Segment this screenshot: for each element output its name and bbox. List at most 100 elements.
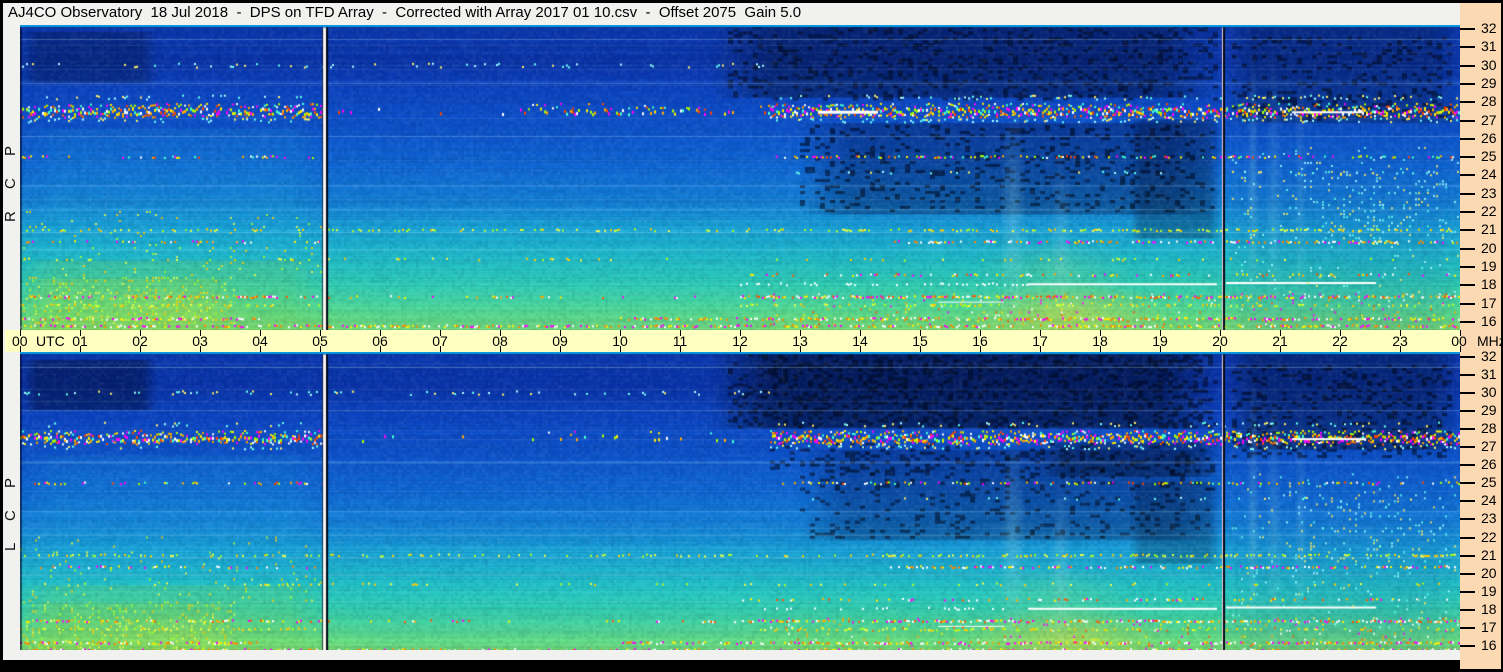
hour-label-03: 03: [192, 333, 208, 349]
hour-tick-18: [1100, 346, 1101, 352]
hour-tick-20: [1220, 346, 1221, 352]
freq-label-31: 31: [1481, 38, 1497, 55]
hour-tick-14: [860, 330, 861, 336]
hour-tick-21: [1280, 346, 1281, 352]
hour-tick-0: [20, 330, 21, 336]
page-title: AJ4CO Observatory 18 Jul 2018 - DPS on T…: [8, 4, 802, 21]
hour-tick-19: [1160, 330, 1161, 336]
hour-tick-13: [800, 346, 801, 352]
hour-label-12: 12: [732, 333, 748, 349]
hour-tick-4: [260, 346, 261, 352]
freq-tick-21: [1460, 554, 1475, 557]
freq-label-25: 25: [1481, 474, 1497, 491]
freq-label-16: 16: [1481, 636, 1497, 653]
freq-label-32: 32: [1481, 348, 1497, 364]
hour-label-15: 15: [912, 333, 928, 349]
freq-tick-20: [1460, 247, 1475, 250]
hour-tick-10: [620, 346, 621, 352]
freq-label-23: 23: [1481, 510, 1497, 527]
time-axis-end-label: 00: [1451, 333, 1467, 349]
hour-tick-5: [320, 346, 321, 352]
freq-label-24: 24: [1481, 492, 1497, 509]
freq-tick-31: [1460, 46, 1475, 49]
freq-label-21: 21: [1481, 221, 1497, 238]
hour-label-23: 23: [1392, 333, 1408, 349]
freq-label-16: 16: [1481, 312, 1497, 329]
freq-label-28: 28: [1481, 420, 1497, 437]
freq-label-20: 20: [1481, 239, 1497, 256]
freq-tick-30: [1460, 64, 1475, 67]
rcp-panel-label-box: R C P: [1, 100, 19, 260]
freq-label-25: 25: [1481, 148, 1497, 165]
hour-tick-3: [200, 346, 201, 352]
hour-tick-2: [140, 346, 141, 352]
hour-tick-24: [1460, 330, 1461, 336]
hour-label-08: 08: [492, 333, 508, 349]
freq-tick-27: [1460, 119, 1475, 122]
hour-tick-23: [1400, 346, 1401, 352]
hour-label-07: 07: [432, 333, 448, 349]
hour-tick-22: [1340, 346, 1341, 352]
freq-tick-17: [1460, 302, 1475, 305]
hour-label-06: 06: [372, 333, 388, 349]
hour-tick-21: [1280, 330, 1281, 336]
hour-tick-7: [440, 330, 441, 336]
freq-tick-26: [1460, 137, 1475, 140]
freq-label-23: 23: [1481, 184, 1497, 201]
lcp-panel-label: L C P: [1, 469, 19, 551]
frequency-unit-label: MHz: [1477, 333, 1503, 349]
hour-tick-12: [740, 330, 741, 336]
freq-tick-17: [1460, 626, 1475, 629]
hour-tick-12: [740, 346, 741, 352]
hour-label-22: 22: [1332, 333, 1348, 349]
freq-label-30: 30: [1481, 384, 1497, 401]
hour-tick-8: [500, 346, 501, 352]
hour-tick-2: [140, 330, 141, 336]
hour-tick-1: [80, 330, 81, 336]
hour-label-13: 13: [792, 333, 808, 349]
freq-label-27: 27: [1481, 438, 1497, 455]
hour-tick-22: [1340, 330, 1341, 336]
hour-label-05: 05: [312, 333, 328, 349]
freq-tick-25: [1460, 482, 1475, 485]
hour-tick-11: [680, 330, 681, 336]
freq-label-22: 22: [1481, 528, 1497, 545]
lcp-panel-label-box: L C P: [1, 430, 19, 590]
hour-tick-6: [380, 330, 381, 336]
freq-label-17: 17: [1481, 294, 1497, 311]
freq-tick-16: [1460, 644, 1475, 647]
hour-label-04: 04: [252, 333, 268, 349]
freq-tick-22: [1460, 536, 1475, 539]
hour-label-19: 19: [1152, 333, 1168, 349]
hour-label-11: 11: [672, 333, 688, 349]
hour-label-14: 14: [852, 333, 868, 349]
freq-tick-30: [1460, 392, 1475, 395]
freq-label-27: 27: [1481, 111, 1497, 128]
hour-label-02: 02: [132, 333, 148, 349]
freq-label-24: 24: [1481, 166, 1497, 183]
hour-tick-17: [1040, 330, 1041, 336]
freq-label-18: 18: [1481, 276, 1497, 293]
freq-label-26: 26: [1481, 129, 1497, 146]
hour-tick-15: [920, 346, 921, 352]
hour-tick-3: [200, 330, 201, 336]
hour-tick-23: [1400, 330, 1401, 336]
hour-tick-17: [1040, 346, 1041, 352]
freq-tick-19: [1460, 590, 1475, 593]
freq-label-26: 26: [1481, 456, 1497, 473]
freq-tick-29: [1460, 82, 1475, 85]
freq-label-31: 31: [1481, 366, 1497, 383]
hour-tick-14: [860, 346, 861, 352]
freq-tick-27: [1460, 446, 1475, 449]
rcp-spectrogram-canvas: [20, 25, 1460, 330]
freq-tick-25: [1460, 156, 1475, 159]
freq-tick-32: [1460, 28, 1475, 30]
time-axis-start-label: 00: [12, 333, 28, 349]
hour-label-18: 18: [1092, 333, 1108, 349]
freq-tick-22: [1460, 211, 1475, 213]
freq-label-22: 22: [1481, 203, 1497, 219]
freq-label-29: 29: [1481, 74, 1497, 91]
freq-label-19: 19: [1481, 257, 1497, 274]
hour-tick-4: [260, 330, 261, 336]
